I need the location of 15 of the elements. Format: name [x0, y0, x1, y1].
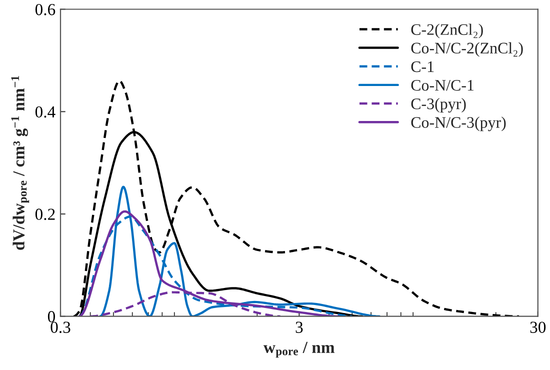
- legend-label: Co-N/C-2(ZnCl₂): [411, 42, 523, 57]
- y-tick-label: 0.4: [35, 106, 56, 118]
- legend-label: C-3(pyr): [411, 98, 466, 113]
- x-axis-title: w$_{pore}$ / nm: [264, 342, 335, 358]
- y-tick-label: 0.2: [35, 208, 55, 220]
- legend-label: C-1: [411, 61, 434, 72]
- x-tick-label: 3: [296, 322, 303, 333]
- y-axis-title: dV/dw$_{pore}$ / cm³ g$^{−1}$ nm$^{−1}$: [11, 76, 30, 250]
- legend-label: Co-N/C-3(pyr): [411, 116, 506, 132]
- legend-label: Co-N/C-1: [411, 80, 474, 91]
- y-tick-label: 0: [48, 311, 56, 322]
- legend-label: C-2(ZnCl₂): [411, 24, 483, 38]
- y-tick-label: 0.6: [35, 4, 56, 16]
- x-tick-label: 0.3: [50, 322, 70, 334]
- x-tick-label: 30: [530, 322, 546, 333]
